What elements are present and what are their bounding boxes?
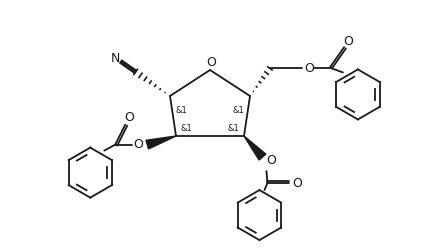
Text: O: O (133, 138, 143, 151)
Polygon shape (244, 136, 266, 160)
Text: &1: &1 (176, 106, 188, 115)
Text: O: O (267, 154, 276, 166)
Text: O: O (304, 62, 314, 75)
Text: N: N (111, 52, 120, 65)
Text: O: O (343, 35, 353, 48)
Polygon shape (146, 136, 176, 149)
Text: O: O (292, 176, 303, 190)
Text: &1: &1 (181, 124, 193, 133)
Text: &1: &1 (232, 106, 244, 115)
Text: O: O (124, 111, 134, 124)
Text: &1: &1 (227, 124, 239, 133)
Text: O: O (206, 56, 216, 70)
